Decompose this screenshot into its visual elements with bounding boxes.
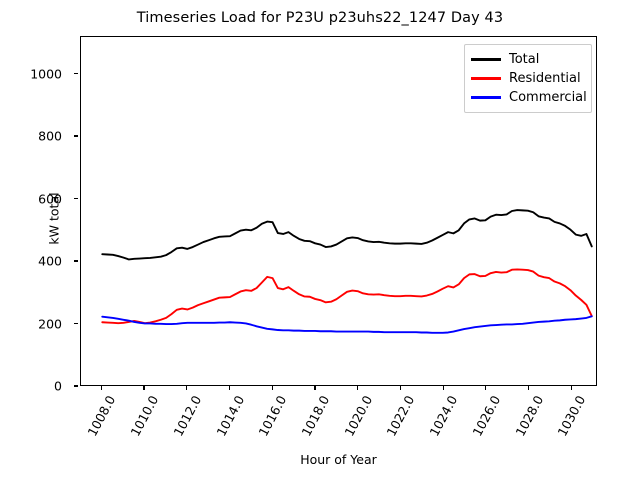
legend-item-commercial[interactable]: Commercial <box>471 88 587 107</box>
x-tick-label: 1008.0 <box>84 393 119 439</box>
x-tick-label: 1016.0 <box>255 393 290 439</box>
legend-label: Commercial <box>509 90 587 105</box>
chart-title: Timeseries Load for P23U p23uhs22_1247 D… <box>136 10 504 26</box>
x-tick-mark <box>100 386 102 390</box>
x-tick-mark <box>228 386 231 390</box>
x-tick-label: 1026.0 <box>469 393 504 439</box>
x-tick-mark <box>186 386 188 390</box>
legend-item-total[interactable]: Total <box>471 50 585 69</box>
legend-swatch-icon <box>471 77 501 80</box>
x-tick-label: 1012.0 <box>170 393 205 439</box>
x-axis-label: Hour of Year <box>300 452 377 467</box>
x-tick-mark <box>143 386 145 390</box>
x-tick-label: 1020.0 <box>341 393 375 439</box>
x-tick-label: 1022.0 <box>383 393 418 439</box>
legend-label: Total <box>509 52 540 67</box>
y-tick-label: 800 <box>38 128 62 144</box>
x-tick-mark <box>528 386 530 390</box>
y-tick-label: 600 <box>38 191 62 206</box>
y-tick-mark <box>74 322 78 325</box>
series-line-total <box>102 210 591 259</box>
series-lines <box>81 37 596 385</box>
y-tick-label: 0 <box>54 378 62 394</box>
x-tick-label: 1024.0 <box>426 393 461 439</box>
y-tick-mark <box>74 72 78 75</box>
y-axis-ticks: 0 200 400 600 800 1000 <box>0 0 78 480</box>
y-tick-mark <box>74 197 78 200</box>
y-tick-label: 200 <box>38 316 62 331</box>
y-tick-mark <box>74 260 78 262</box>
legend-label: Residential <box>509 71 581 86</box>
x-tick-mark <box>485 386 487 390</box>
x-tick-mark <box>357 386 359 390</box>
x-tick-label: 1010.0 <box>127 393 162 439</box>
y-tick-label: 1000 <box>30 66 62 81</box>
series-line-commercial <box>102 316 591 332</box>
plot-area <box>80 36 597 386</box>
x-tick-mark <box>442 386 444 390</box>
x-tick-mark <box>399 386 402 390</box>
x-tick-label: 1028.0 <box>512 393 546 439</box>
legend-item-residential[interactable]: Residential <box>471 69 585 88</box>
x-tick-mark <box>271 386 273 390</box>
y-tick-mark <box>74 385 78 387</box>
x-tick-label: 1030.0 <box>554 393 589 439</box>
x-tick-mark <box>570 386 572 390</box>
x-tick-mark <box>314 386 316 390</box>
legend-swatch-icon <box>471 58 501 61</box>
y-tick-mark <box>74 135 78 137</box>
legend-swatch-icon <box>471 96 501 99</box>
legend: Total Residential Commercial <box>464 44 592 113</box>
series-line-residential <box>102 269 591 323</box>
x-tick-label: 1018.0 <box>298 393 333 439</box>
x-tick-label: 1014.0 <box>212 393 247 439</box>
y-tick-label: 400 <box>38 253 62 269</box>
